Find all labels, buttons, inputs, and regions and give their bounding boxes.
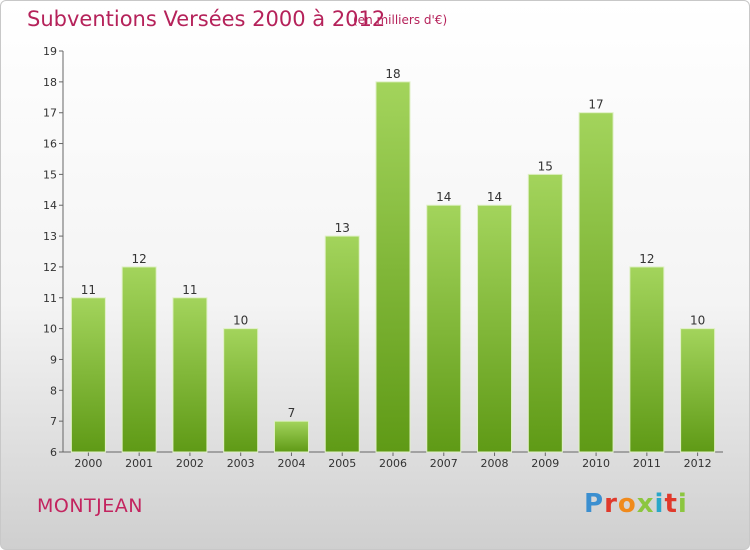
y-tick-label: 12 (43, 261, 57, 274)
logo-letter: t (664, 489, 678, 519)
x-tick-label-2000: 2000 (74, 457, 102, 470)
bar-2010 (578, 112, 614, 453)
x-tick-label-2004: 2004 (277, 457, 305, 470)
chart-bars (70, 81, 716, 453)
value-label-2005: 13 (335, 221, 350, 235)
value-label-2006: 18 (385, 67, 400, 81)
y-tick-label: 18 (43, 76, 57, 89)
chart-unit: (en milliers d'€) (353, 13, 448, 27)
y-tick-label: 9 (50, 353, 57, 366)
value-label-2001: 12 (132, 252, 147, 266)
value-label-2009: 15 (538, 159, 553, 173)
x-tick-label-2008: 2008 (481, 457, 509, 470)
y-tick-label: 11 (43, 292, 57, 305)
logo-letter: x (636, 489, 655, 519)
bar-2004 (273, 420, 309, 453)
logo-letter: P (584, 489, 605, 519)
proxiti-logo: Proxiti (584, 489, 688, 519)
logo-letter: o (617, 489, 637, 519)
bar-2008 (477, 204, 513, 453)
bar-2012 (680, 328, 716, 453)
y-tick-label: 10 (43, 323, 57, 336)
y-tick-label: 13 (43, 230, 57, 243)
x-tick-label-2010: 2010 (582, 457, 610, 470)
value-label-2000: 11 (81, 283, 96, 297)
bar-2001 (121, 266, 157, 453)
bar-2006 (375, 81, 411, 453)
logo-letter: i (654, 489, 665, 519)
chart-value-labels: 11 12 11 10 7 13 18 14 14 15 17 12 10 (81, 67, 706, 420)
chart-axes: 6 7 8 9 10 11 12 13 14 15 16 17 18 19 2000 2001 2002 2003… (43, 45, 723, 470)
value-label-2010: 17 (588, 98, 603, 112)
value-label-2004: 7 (288, 406, 296, 420)
x-tick-label-2003: 2003 (227, 457, 255, 470)
x-tick-label-2005: 2005 (328, 457, 356, 470)
x-tick-label-2002: 2002 (176, 457, 204, 470)
y-tick-label: 16 (43, 138, 57, 151)
value-label-2008: 14 (487, 190, 502, 204)
x-tick-label-2011: 2011 (633, 457, 661, 470)
logo-letter: r (604, 489, 618, 519)
bar-2003 (223, 328, 259, 453)
bar-2005 (324, 235, 360, 453)
y-tick-label: 17 (43, 107, 57, 120)
logo-letter: i (677, 489, 688, 519)
bar-2000 (70, 297, 106, 453)
value-label-2002: 11 (182, 283, 197, 297)
y-tick-label: 8 (50, 384, 57, 397)
x-tick-label-2012: 2012 (684, 457, 712, 470)
y-tick-label: 14 (43, 199, 57, 212)
value-label-2012: 10 (690, 314, 705, 328)
x-tick-label-2007: 2007 (430, 457, 458, 470)
y-tick-label: 6 (50, 446, 57, 459)
bar-2002 (172, 297, 208, 453)
commune-name: MONTJEAN (37, 495, 143, 517)
chart-title: Subventions Versées 2000 à 2012 (27, 7, 386, 31)
y-tick-label: 19 (43, 45, 57, 58)
x-tick-label-2001: 2001 (125, 457, 153, 470)
bar-2011 (629, 266, 665, 453)
value-label-2003: 10 (233, 314, 248, 328)
value-label-2007: 14 (436, 190, 451, 204)
bar-2009 (527, 173, 563, 453)
y-tick-label: 15 (43, 168, 57, 181)
x-tick-label-2009: 2009 (531, 457, 559, 470)
value-label-2011: 12 (639, 252, 654, 266)
bar-2007 (426, 204, 462, 453)
x-tick-label-2006: 2006 (379, 457, 407, 470)
y-tick-label: 7 (50, 415, 57, 428)
